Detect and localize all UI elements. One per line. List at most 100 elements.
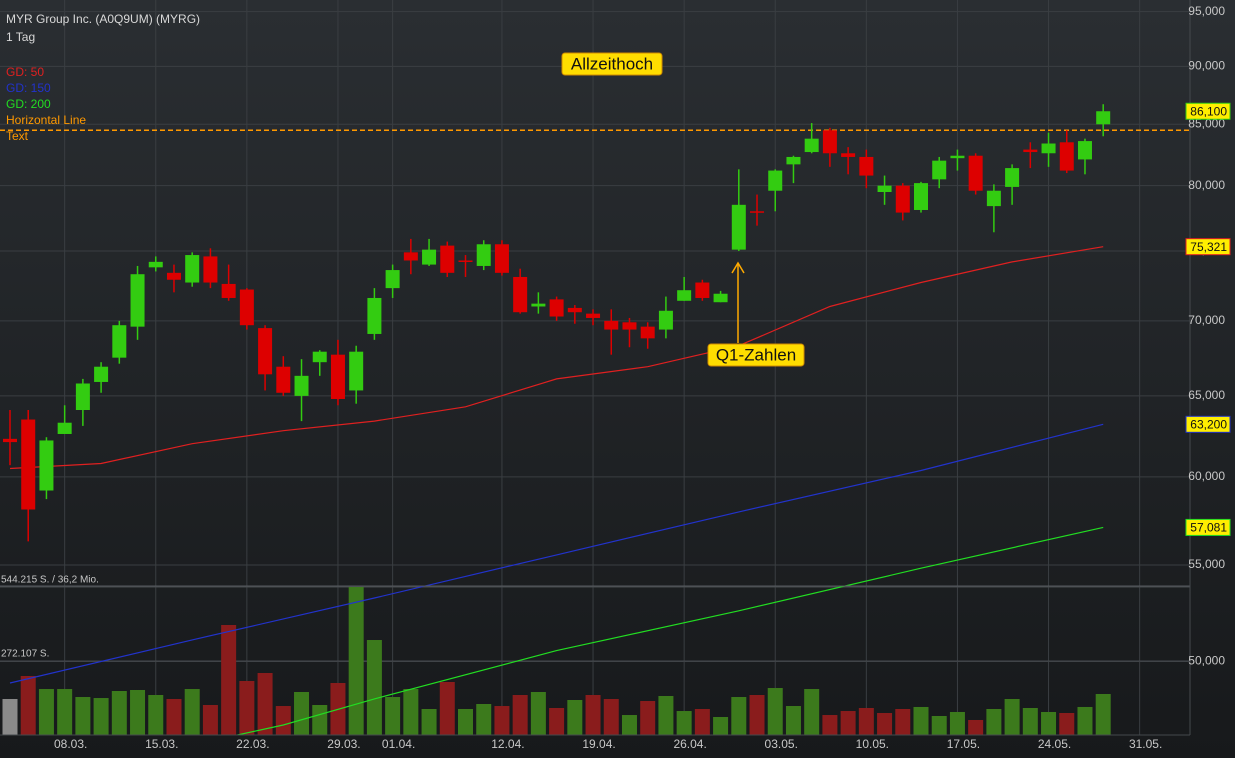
- volume-bar: [1095, 693, 1111, 735]
- x-tick-label: 03.05.: [765, 737, 798, 751]
- value-label-box: [1185, 238, 1231, 256]
- legend-entry: GD: 200: [6, 97, 51, 111]
- candle-body: [385, 270, 400, 289]
- candle-body: [513, 276, 528, 313]
- volume-bar: [366, 640, 382, 735]
- candle-body: [203, 256, 218, 283]
- annotation-box: [707, 343, 805, 367]
- candle-body: [859, 156, 874, 176]
- volume-bar: [749, 694, 765, 735]
- candle-body: [567, 307, 582, 313]
- candle-body: [531, 303, 546, 307]
- volume-bar: [2, 698, 18, 735]
- candle-body: [3, 438, 17, 443]
- candle-body: [713, 293, 728, 303]
- volume-bar: [166, 698, 182, 735]
- x-tick-label: 31.05.: [1129, 737, 1162, 751]
- volume-bar: [913, 706, 929, 735]
- ma-line: [9, 246, 1104, 470]
- volume-bar: [294, 692, 310, 735]
- candle-body: [1023, 149, 1038, 153]
- volume-bar: [20, 675, 36, 735]
- volume-bar: [385, 697, 401, 735]
- volume-bar: [822, 715, 838, 735]
- candle-body: [804, 138, 819, 153]
- candle-body: [1005, 168, 1020, 187]
- candle-body: [403, 252, 418, 261]
- value-label-box: [1185, 102, 1231, 120]
- x-tick-label: 29.03.: [327, 737, 360, 751]
- candle-body: [1096, 111, 1111, 125]
- candle-body: [185, 255, 200, 283]
- volume-bar: [986, 709, 1002, 735]
- candle-body: [349, 351, 364, 391]
- candle-body: [622, 322, 637, 330]
- candle-body: [148, 261, 163, 268]
- x-tick-label: 17.05.: [947, 737, 980, 751]
- volume-bar: [658, 696, 674, 735]
- candle-body: [549, 299, 564, 317]
- y-tick-label: 90,000: [1188, 59, 1225, 73]
- candle-body: [1077, 141, 1092, 160]
- volume-bar: [968, 719, 984, 735]
- volume-bar: [858, 707, 874, 735]
- candle-body: [276, 366, 291, 393]
- volume-bar: [840, 711, 856, 735]
- value-label: 86,100: [1190, 104, 1227, 118]
- y-tick-label: 85,000: [1188, 116, 1225, 130]
- candle-body: [422, 249, 437, 265]
- candle-body: [21, 419, 36, 510]
- value-label: 57,081: [1190, 521, 1227, 535]
- candle-body: [57, 422, 72, 434]
- annotation-arrowhead: [731, 261, 745, 274]
- volume-bar: [348, 587, 364, 735]
- volume-bar: [93, 698, 109, 735]
- volume-bar: [530, 692, 546, 735]
- candle-body: [39, 440, 54, 491]
- volume-bar: [804, 689, 820, 735]
- volume-bar: [275, 706, 291, 735]
- annotation-text: Q1-Zahlen: [716, 345, 796, 364]
- candle-body: [367, 297, 382, 334]
- volume-bar: [239, 680, 255, 735]
- x-tick-label: 01.04.: [382, 737, 415, 751]
- volume-bar: [57, 689, 73, 735]
- volume-tick-label: 544.215 S. / 36,2 Mio.: [1, 575, 99, 586]
- x-tick-label: 22.03.: [236, 737, 269, 751]
- volume-bar: [931, 715, 947, 735]
- ma-line: [9, 423, 1104, 684]
- candle-body: [768, 170, 783, 191]
- candle-body: [330, 354, 345, 400]
- candle-body: [822, 130, 837, 154]
- volume-bar: [421, 709, 437, 735]
- x-tick-label: 08.03.: [54, 737, 87, 751]
- candle-body: [914, 183, 928, 210]
- candle-body: [494, 244, 509, 273]
- value-label: 75,321: [1190, 240, 1227, 254]
- candle-body: [968, 155, 983, 191]
- volume-bar: [1004, 698, 1020, 735]
- axes: 50,00055,00060,00065,00070,00075,00080,0…: [1, 4, 1225, 751]
- volume-bar: [676, 711, 692, 735]
- annotation: Allzeithoch: [561, 52, 663, 76]
- candle-body: [476, 244, 491, 266]
- candle-body: [75, 383, 90, 411]
- volume-bar: [130, 689, 146, 735]
- volume-bar: [1077, 706, 1093, 735]
- legend-entry: Horizontal Line: [6, 113, 86, 127]
- y-tick-label: 70,000: [1188, 313, 1225, 327]
- candle-body: [440, 245, 455, 273]
- candle-body: [895, 185, 910, 213]
- candle-body: [112, 325, 127, 358]
- volume-bar: [713, 716, 729, 735]
- candle-body: [604, 320, 619, 330]
- volume-bar: [785, 706, 801, 735]
- candle-body: [750, 211, 765, 213]
- volume-bar: [1059, 712, 1075, 735]
- volume-bar: [148, 694, 164, 735]
- price-pane: [0, 104, 1190, 735]
- candle-body: [786, 156, 801, 165]
